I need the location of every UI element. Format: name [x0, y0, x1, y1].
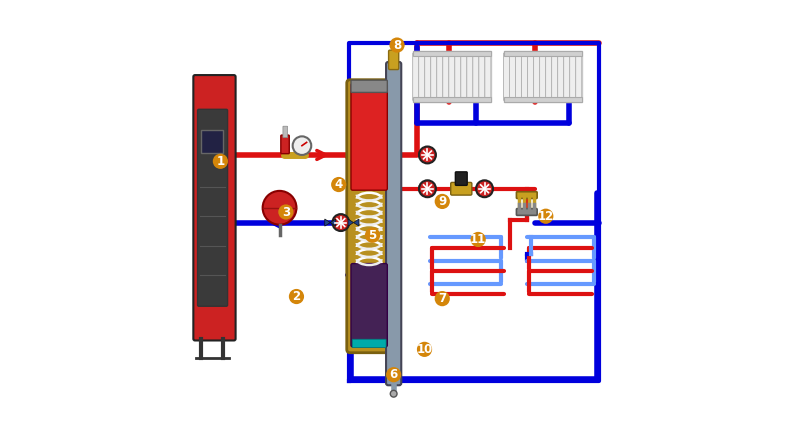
FancyBboxPatch shape	[198, 109, 227, 306]
FancyBboxPatch shape	[479, 53, 485, 100]
Circle shape	[426, 153, 429, 156]
FancyBboxPatch shape	[461, 53, 467, 100]
Polygon shape	[330, 219, 336, 226]
Circle shape	[365, 228, 380, 243]
FancyBboxPatch shape	[351, 80, 387, 92]
Polygon shape	[325, 219, 330, 226]
Polygon shape	[348, 219, 354, 226]
FancyBboxPatch shape	[576, 53, 582, 100]
FancyBboxPatch shape	[534, 53, 540, 100]
FancyBboxPatch shape	[467, 53, 473, 100]
Circle shape	[386, 367, 402, 382]
Text: 1: 1	[216, 155, 225, 168]
Circle shape	[483, 187, 486, 190]
Polygon shape	[419, 151, 425, 159]
Polygon shape	[354, 219, 359, 226]
Bar	[413, 97, 491, 102]
Circle shape	[289, 289, 304, 304]
FancyBboxPatch shape	[425, 53, 430, 100]
Circle shape	[339, 221, 342, 224]
Circle shape	[213, 153, 228, 169]
Circle shape	[331, 177, 346, 192]
Text: 4: 4	[334, 178, 343, 191]
Polygon shape	[425, 185, 430, 192]
FancyBboxPatch shape	[517, 209, 537, 215]
Bar	[503, 97, 582, 102]
FancyBboxPatch shape	[546, 53, 552, 100]
FancyBboxPatch shape	[522, 53, 527, 100]
FancyBboxPatch shape	[442, 53, 449, 100]
Circle shape	[419, 180, 436, 197]
FancyBboxPatch shape	[455, 172, 467, 185]
Text: 11: 11	[470, 233, 486, 246]
Circle shape	[434, 194, 450, 209]
Text: 7: 7	[438, 292, 446, 305]
FancyBboxPatch shape	[351, 264, 387, 347]
Text: 10: 10	[416, 343, 433, 356]
Text: 3: 3	[282, 206, 290, 218]
Text: 12: 12	[538, 210, 554, 223]
FancyBboxPatch shape	[527, 53, 534, 100]
FancyBboxPatch shape	[485, 53, 491, 100]
Polygon shape	[425, 151, 430, 159]
FancyBboxPatch shape	[503, 53, 510, 100]
Text: 5: 5	[369, 229, 377, 242]
FancyBboxPatch shape	[437, 53, 442, 100]
Circle shape	[476, 180, 493, 197]
Circle shape	[278, 204, 294, 220]
Circle shape	[262, 191, 297, 225]
FancyBboxPatch shape	[346, 80, 391, 353]
FancyBboxPatch shape	[389, 50, 398, 70]
Bar	[413, 51, 491, 102]
Circle shape	[538, 209, 554, 224]
FancyBboxPatch shape	[510, 53, 515, 100]
FancyBboxPatch shape	[351, 84, 387, 190]
FancyBboxPatch shape	[454, 53, 461, 100]
Bar	[413, 51, 491, 56]
Circle shape	[293, 137, 311, 155]
FancyBboxPatch shape	[450, 182, 472, 195]
Circle shape	[434, 291, 450, 306]
Text: 6: 6	[390, 368, 398, 381]
Circle shape	[417, 342, 432, 357]
FancyBboxPatch shape	[281, 135, 290, 153]
FancyBboxPatch shape	[352, 339, 386, 348]
FancyBboxPatch shape	[570, 53, 576, 100]
FancyBboxPatch shape	[449, 53, 454, 100]
FancyBboxPatch shape	[194, 75, 236, 340]
Circle shape	[390, 391, 397, 397]
Circle shape	[470, 232, 486, 247]
FancyBboxPatch shape	[283, 126, 287, 138]
Polygon shape	[419, 185, 425, 192]
FancyBboxPatch shape	[552, 53, 558, 100]
Text: 8: 8	[393, 39, 401, 52]
FancyBboxPatch shape	[418, 53, 425, 100]
Bar	[202, 130, 222, 153]
FancyBboxPatch shape	[540, 53, 546, 100]
FancyBboxPatch shape	[430, 53, 437, 100]
FancyBboxPatch shape	[386, 62, 402, 385]
Text: 2: 2	[292, 290, 301, 303]
FancyBboxPatch shape	[558, 53, 564, 100]
Circle shape	[419, 147, 436, 163]
FancyBboxPatch shape	[473, 53, 479, 100]
FancyBboxPatch shape	[413, 53, 418, 100]
FancyBboxPatch shape	[515, 53, 522, 100]
FancyBboxPatch shape	[517, 192, 537, 198]
Bar	[503, 51, 582, 102]
FancyBboxPatch shape	[564, 53, 570, 100]
Circle shape	[332, 214, 350, 231]
Circle shape	[390, 37, 405, 53]
Circle shape	[426, 187, 429, 190]
Text: 9: 9	[438, 195, 446, 208]
Bar	[503, 51, 582, 56]
